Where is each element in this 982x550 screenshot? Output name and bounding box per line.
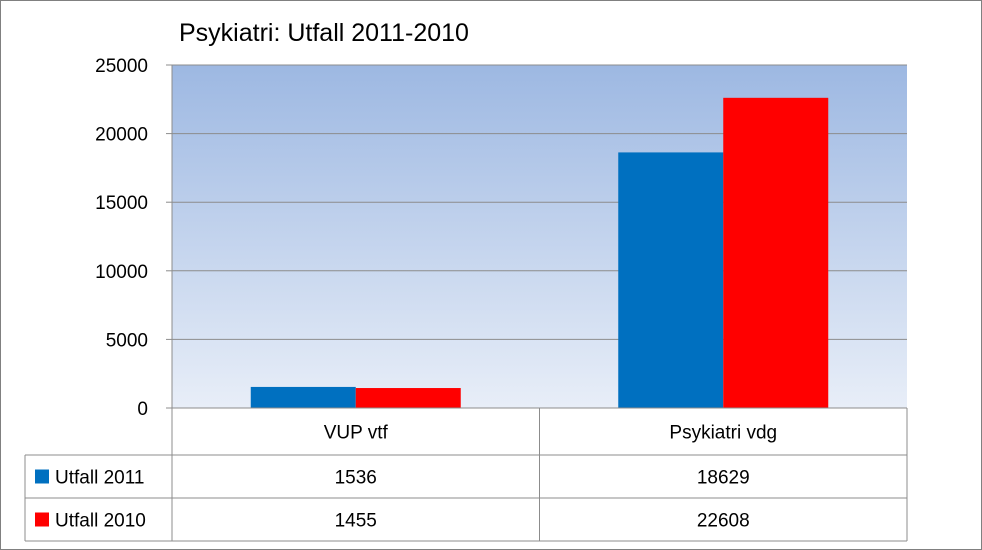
bar-utfall-2010 xyxy=(355,388,461,408)
legend-label: Utfall 2011 xyxy=(55,468,144,489)
data-table-cell: 1455 xyxy=(335,511,377,532)
legend-swatch xyxy=(35,469,49,484)
y-tick-label: 5000 xyxy=(106,330,148,351)
y-tick-label: 25000 xyxy=(95,56,148,77)
data-table-cell: 1536 xyxy=(335,468,377,489)
y-tick-label: 10000 xyxy=(95,262,148,283)
chart-title: Psykiatri: Utfall 2011-2010 xyxy=(179,19,469,47)
y-tick-label: 15000 xyxy=(95,193,148,214)
y-tick-label: 20000 xyxy=(95,125,148,146)
data-table-cell: 18629 xyxy=(697,468,750,489)
bar-utfall-2011 xyxy=(618,152,724,408)
bar-utfall-2011 xyxy=(250,386,356,408)
x-category-label: VUP vtf xyxy=(324,423,389,444)
data-table-cell: 22608 xyxy=(697,511,750,532)
bar-utfall-2010 xyxy=(723,97,829,408)
legend-swatch xyxy=(35,512,49,527)
y-tick-label: 0 xyxy=(137,399,148,420)
legend-label: Utfall 2010 xyxy=(55,511,146,532)
x-category-label: Psykiatri vdg xyxy=(669,423,777,444)
